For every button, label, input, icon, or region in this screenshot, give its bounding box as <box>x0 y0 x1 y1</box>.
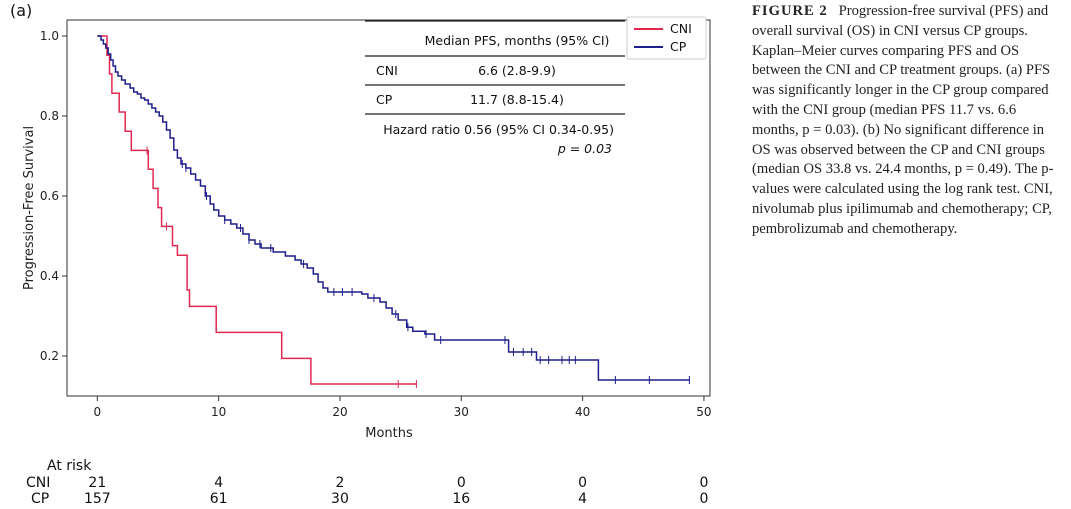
at-risk-value: 4 <box>578 491 587 507</box>
km-curves <box>97 35 690 388</box>
hazard-ratio: Hazard ratio 0.56 (95% CI 0.34-0.95) <box>383 122 614 137</box>
y-tick-label: 0.4 <box>40 269 59 283</box>
at-risk-label-cp: CP <box>31 491 49 507</box>
x-tick-label: 10 <box>211 405 226 419</box>
km-line-cni <box>97 35 417 385</box>
caption-text: Progression-free survival (PFS) and over… <box>752 3 1054 237</box>
table-row-cp-group: CP <box>376 92 393 107</box>
table-header: Median PFS, months (95% CI) <box>425 33 610 48</box>
x-tick-label: 20 <box>332 405 347 419</box>
axis-ticks: 0 10 20 30 40 50 0.2 0.4 0.6 0.8 1.0 <box>40 29 712 419</box>
table-row-cni-group: CNI <box>376 63 398 78</box>
at-risk-value: 21 <box>88 475 106 491</box>
at-risk-value: 0 <box>699 491 708 507</box>
at-risk-value: 0 <box>578 475 587 491</box>
legend-box <box>626 16 707 60</box>
table-row-cp-value: 11.7 (8.8-15.4) <box>470 92 564 107</box>
at-risk-value: 2 <box>336 475 345 491</box>
y-tick-label: 0.6 <box>40 189 59 203</box>
y-axis-label: Progression-Free Survival <box>22 126 37 290</box>
at-risk-label-cni: CNI <box>26 475 50 491</box>
pfs-figure: (a) 0 10 20 30 40 500.20.40.60.81.0 Progressi… <box>10 1 712 507</box>
x-tick-label: 50 <box>696 405 711 419</box>
at-risk-value: 0 <box>699 475 708 491</box>
x-axis-label: Months <box>365 426 413 441</box>
legend: CNI CP <box>626 16 707 60</box>
at-risk-value: 0 <box>457 475 466 491</box>
km-line-cp <box>97 35 690 381</box>
legend-label-cni: CNI <box>670 21 692 36</box>
y-tick-label: 0.8 <box>40 109 59 123</box>
y-tick-label: 0.2 <box>40 349 59 363</box>
at-risk-value: 61 <box>210 491 228 507</box>
y-tick-label: 1.0 <box>40 29 59 43</box>
median-pfs-table: Median PFS, months (95% CI) CNI 6.6 (2.8… <box>365 20 625 156</box>
at-risk-value: 16 <box>452 491 470 507</box>
panel-label: (a) <box>10 1 32 20</box>
x-tick-label: 40 <box>575 405 590 419</box>
figure-caption: FIGURE 2 Progression-free survival (PFS)… <box>752 2 1064 240</box>
at-risk-value: 30 <box>331 491 349 507</box>
at-risk-value: 157 <box>84 491 111 507</box>
at-risk-value: 4 <box>214 475 223 491</box>
table-row-cni-value: 6.6 (2.8-9.9) <box>478 63 556 78</box>
at-risk-title: At risk <box>47 458 92 474</box>
legend-label-cp: CP <box>670 39 687 54</box>
caption-heading: FIGURE 2 <box>752 3 828 19</box>
plot-frame <box>66 19 711 397</box>
p-value: p = 0.03 <box>557 141 612 156</box>
x-tick-label: 0 <box>94 405 102 419</box>
x-tick-label: 30 <box>454 405 469 419</box>
